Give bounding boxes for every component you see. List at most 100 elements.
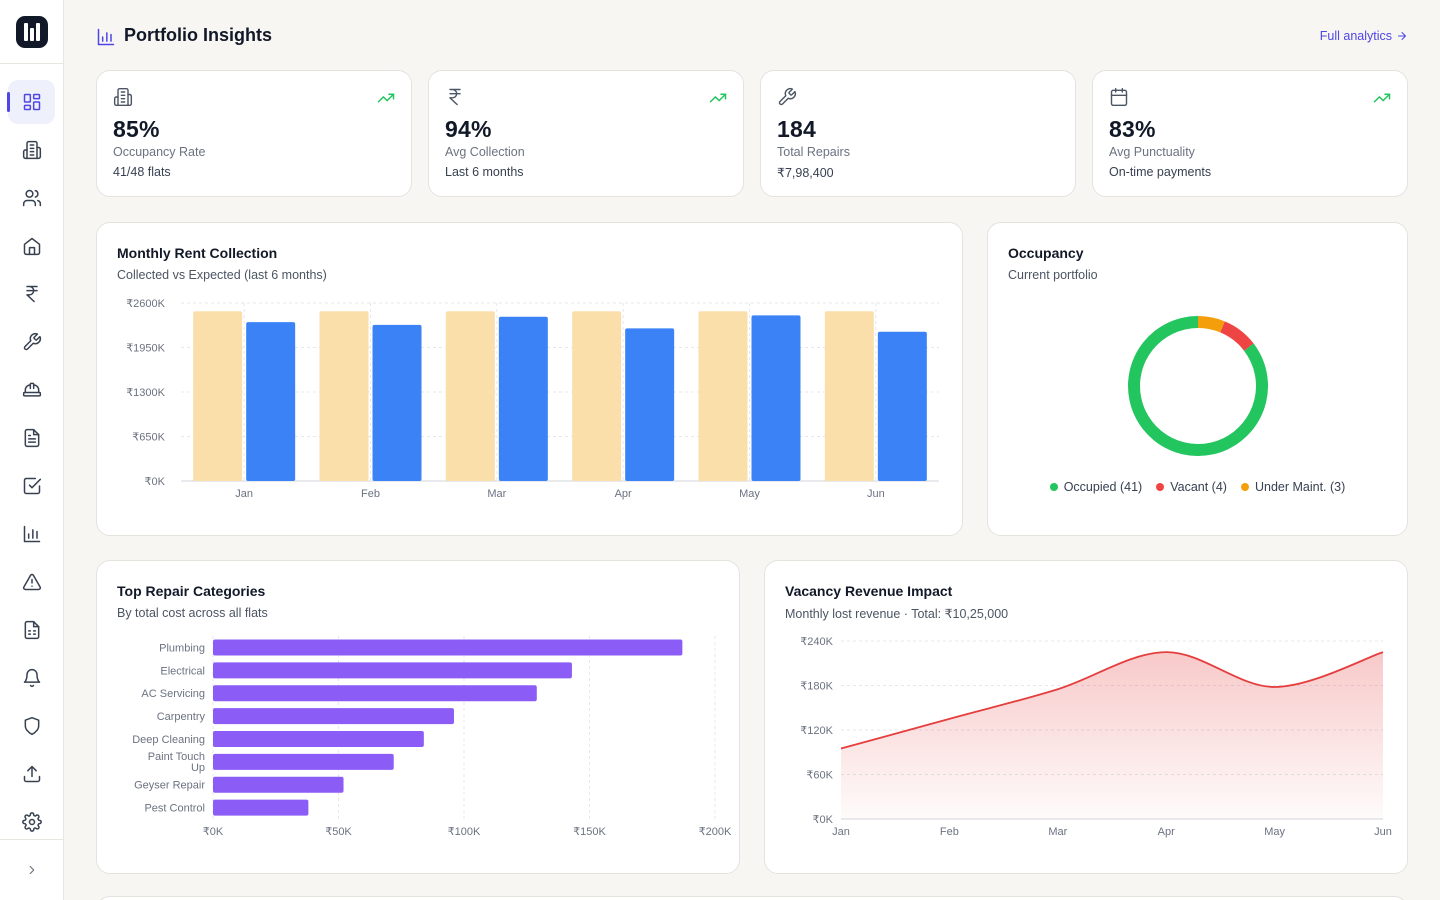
expected-bar (572, 311, 622, 481)
card-subtitle: Collected vs Expected (last 6 months) (117, 268, 327, 282)
sidebar-item-rent[interactable] (8, 272, 55, 316)
sidebar-item-notifications[interactable] (8, 656, 55, 700)
y-tick-label: ₹650K (132, 432, 165, 444)
rupee-icon (449, 88, 461, 106)
x-tick-label: Feb (940, 826, 959, 838)
sidebar-item-alerts[interactable] (8, 560, 55, 604)
sidebar-divider (0, 839, 63, 840)
kpi-subtext: 41/48 flats (113, 165, 171, 179)
home-icon (23, 237, 40, 256)
legend-label: Occupied (41) (1063, 480, 1143, 494)
x-tick-label: Apr (615, 488, 632, 500)
calendar-icon (1110, 87, 1128, 107)
x-tick-label: ₹150K (573, 826, 606, 838)
kpi-subtext: On-time payments (1109, 165, 1212, 179)
bar-chart-icon (97, 28, 115, 46)
repair-bar (213, 662, 572, 679)
full-analytics-label: Full analytics (1319, 29, 1392, 43)
repair-bar (213, 685, 537, 702)
category-label: Deep Cleaning (132, 734, 205, 746)
sidebar-item-settings[interactable] (8, 800, 55, 844)
sidebar-expand-button[interactable] (20, 858, 44, 882)
hard-hat-icon (22, 382, 41, 397)
expected-bar (319, 311, 369, 481)
kpi-value: 83% (1109, 116, 1156, 142)
checkbox-icon (23, 477, 41, 495)
sidebar-item-repairs[interactable] (8, 320, 55, 364)
kpi-card-collection: 94% Avg Collection Last 6 months (428, 70, 744, 197)
sidebar-item-analytics[interactable] (8, 512, 55, 556)
x-tick-label: ₹0K (203, 826, 224, 838)
category-label: Electrical (160, 665, 205, 677)
y-tick-label: ₹60K (806, 770, 833, 782)
repair-categories-card: Top Repair Categories By total cost acro… (96, 560, 740, 874)
repair-categories-chart: ₹0K ₹50K ₹100K ₹150K ₹200K Plumbing Electrical… (132, 636, 732, 838)
rent-collection-chart: ₹0K ₹650K ₹1300K ₹1950K ₹2600K Jan Feb Mar Apr Ma… (126, 298, 939, 500)
kpi-card-repairs: 184 Total Repairs ₹7,98,400 (760, 70, 1076, 197)
full-analytics-link[interactable]: Full analytics (1320, 29, 1408, 43)
legend-item-occupied: Occupied (41) (1049, 480, 1143, 494)
sidebar-item-contractors[interactable] (8, 368, 55, 412)
spreadsheet-icon (24, 620, 39, 640)
building-icon (113, 87, 133, 107)
sidebar-item-reports[interactable] (8, 608, 55, 652)
x-tick-label: Feb (361, 488, 380, 500)
kpi-label: Occupancy Rate (113, 145, 206, 159)
collected-bar (498, 316, 548, 481)
kpi-label: Avg Collection (445, 145, 525, 159)
sidebar-item-security[interactable] (8, 704, 55, 748)
category-label: Plumbing (159, 642, 205, 654)
category-label: Carpentry (157, 711, 206, 723)
logo-mark (24, 23, 40, 41)
expected-bar (445, 311, 495, 481)
x-tick-label: Jun (867, 488, 885, 500)
loss-line (840, 651, 1384, 750)
category-label: Geyser Repair (134, 780, 205, 792)
collected-bar (751, 315, 801, 481)
kpi-card-occupancy: 85% Occupancy Rate 41/48 flats (96, 70, 412, 197)
upload-icon (23, 765, 40, 783)
rupee-icon (25, 285, 38, 303)
wrench-icon (778, 87, 797, 106)
repair-bar (213, 639, 683, 656)
category-label: Pest Control (144, 803, 205, 815)
sidebar-item-dashboard[interactable] (7, 80, 55, 124)
sidebar-divider (0, 63, 63, 64)
repair-bar (213, 753, 394, 770)
warning-icon (22, 573, 41, 591)
card-title: Occupancy (1008, 245, 1084, 261)
vacancy-impact-chart: ₹0K ₹60K ₹120K ₹180K ₹240K Jan Feb Mar Apr May Jun (800, 636, 1392, 838)
y-tick-label: ₹1950K (126, 343, 165, 355)
repair-bar (213, 708, 454, 725)
kpi-subtext: ₹7,98,400 (777, 166, 834, 180)
y-tick-label: ₹2600K (126, 298, 165, 310)
kpi-value: 94% (445, 116, 492, 142)
dashboard-icon (23, 93, 40, 111)
card-title: Vacancy Revenue Impact (785, 583, 953, 599)
sidebar-item-home[interactable] (8, 224, 55, 268)
legend-swatch (1156, 483, 1165, 491)
card-title: Top Repair Categories (117, 583, 266, 599)
y-tick-label: ₹0K (813, 814, 834, 826)
card-subtitle: By total cost across all flats (117, 606, 268, 620)
x-tick-label: Apr (1158, 826, 1175, 838)
collected-bar (246, 322, 296, 481)
vacancy-impact-card: Vacancy Revenue Impact Monthly lost reve… (764, 560, 1408, 874)
trending-up-icon (1373, 93, 1391, 103)
x-tick-label: ₹100K (448, 826, 481, 838)
sidebar-item-tenants[interactable] (8, 176, 55, 220)
vacant-slice (1220, 321, 1254, 351)
sidebar-item-documents[interactable] (8, 416, 55, 460)
app-logo[interactable] (16, 16, 48, 48)
legend-label: Under Maint. (3) (1254, 480, 1346, 494)
wrench-icon (23, 332, 41, 351)
sidebar-item-properties[interactable] (8, 128, 55, 172)
bell-icon (23, 668, 40, 688)
y-tick-label: ₹0K (145, 476, 166, 488)
category-label: AC Servicing (141, 688, 205, 700)
sidebar-item-upload[interactable] (8, 752, 55, 796)
legend-swatch (1240, 483, 1249, 491)
sidebar-item-tasks[interactable] (8, 464, 55, 508)
x-tick-label: Mar (487, 488, 506, 500)
legend-item-maintenance: Under Maint. (3) (1240, 480, 1346, 494)
